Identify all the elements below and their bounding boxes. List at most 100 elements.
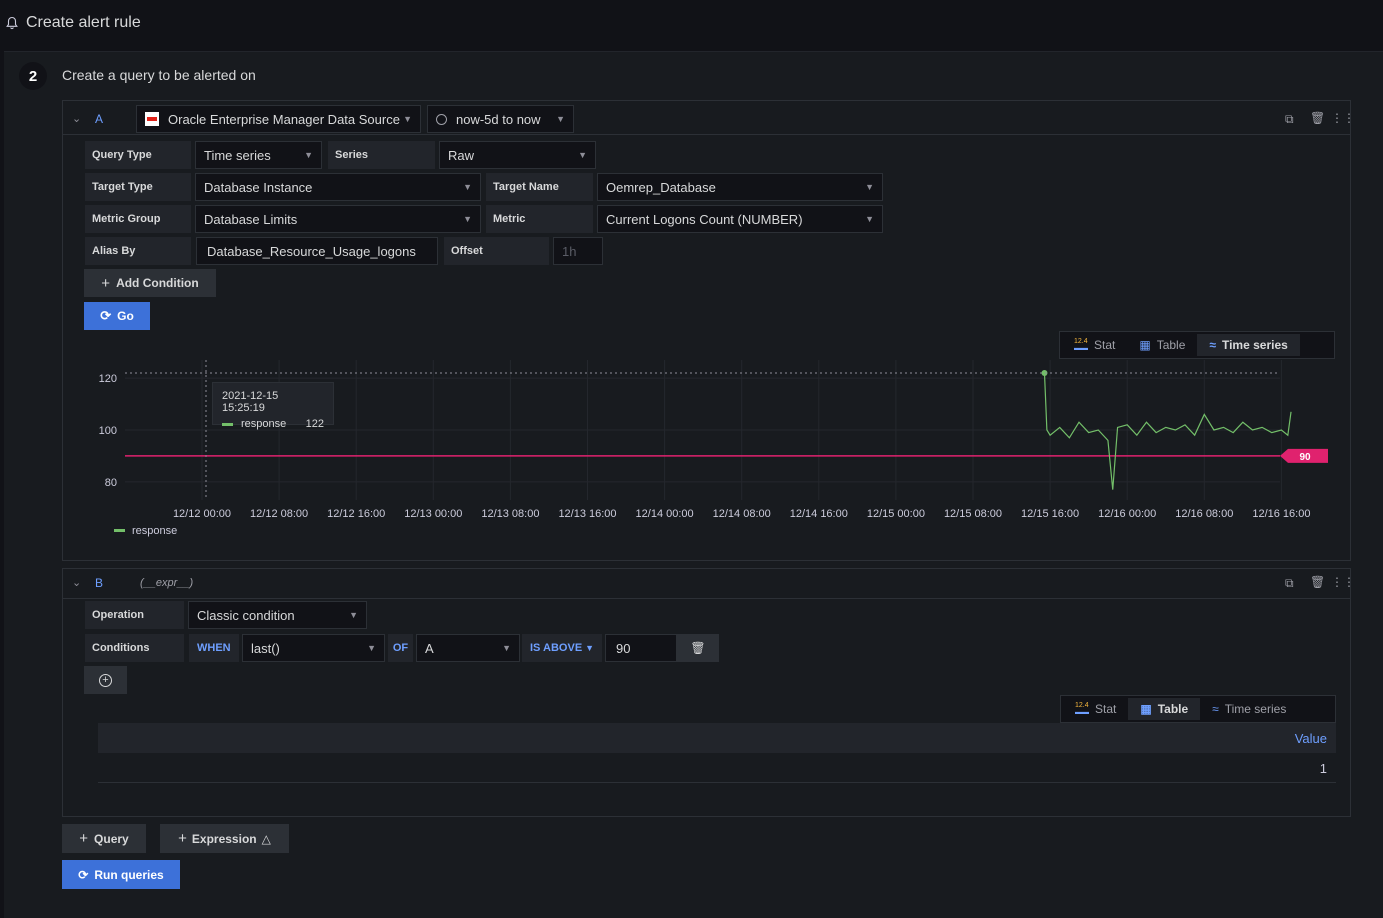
plus-icon: + [79, 830, 89, 847]
y-tick-label: 100 [99, 425, 117, 437]
metric-group-select[interactable]: Database Limits ▼ [195, 205, 481, 233]
viz-table-option[interactable]: ▦ Table [1127, 334, 1197, 356]
viz-timeseries-label: Time series [1221, 338, 1288, 352]
add-expression-button[interactable]: + Expression △ [160, 824, 289, 853]
hover-point [1041, 369, 1048, 376]
x-tick-label: 12/13 16:00 [558, 508, 616, 520]
operation-select[interactable]: Classic condition ▼ [188, 601, 367, 629]
offset-input[interactable]: 1h [553, 237, 603, 265]
add-query-label: Query [94, 831, 129, 846]
viz-stat-label: Stat [1095, 702, 1117, 716]
viz-table-option[interactable]: ▦ Table [1128, 698, 1201, 720]
target-name-value: Oemrep_Database [606, 179, 716, 195]
viz-stat-option[interactable]: 12.4 ▬▬ Stat [1063, 698, 1128, 720]
add-condition-circle-button[interactable]: + [84, 666, 127, 694]
operation-value: Classic condition [197, 607, 295, 623]
collapse-chevron-icon[interactable]: ⌄ [72, 577, 82, 589]
clock-icon [436, 113, 447, 125]
threshold-input[interactable]: 90 [605, 634, 677, 662]
chevron-down-icon: ▼ [349, 610, 358, 620]
duplicate-query-icon[interactable]: ⧉ [1285, 112, 1294, 126]
delete-expression-icon[interactable]: 🗑 [1310, 575, 1326, 589]
viz-timeseries-option[interactable]: ≈ Time series [1197, 334, 1300, 356]
x-tick-label: 12/12 08:00 [250, 508, 308, 520]
metric-label: Metric [486, 205, 593, 233]
delete-condition-button[interactable]: 🗑 [677, 634, 719, 662]
evaluator-value: IS ABOVE [530, 642, 583, 654]
plus-icon: + [101, 274, 111, 292]
result-table-header: Value [98, 723, 1336, 753]
duplicate-expression-icon[interactable]: ⧉ [1285, 576, 1294, 590]
delete-query-icon[interactable]: 🗑 [1310, 111, 1326, 125]
chevron-down-icon: ▼ [578, 150, 587, 160]
query-type-select[interactable]: Time series ▼ [195, 141, 322, 169]
when-label: WHEN [197, 642, 231, 654]
table-cell-value: 1 [1319, 760, 1327, 776]
table-icon: ▦ [1139, 338, 1151, 352]
legend-item-label: response [132, 525, 177, 537]
table-header-value[interactable]: Value [1294, 730, 1327, 746]
add-expression-label: Expression [191, 831, 257, 846]
target-name-select[interactable]: Oemrep_Database ▼ [597, 173, 883, 201]
table-row: 1 [98, 753, 1336, 783]
add-query-button[interactable]: + Query [62, 824, 146, 853]
evaluator-select[interactable]: IS ABOVE ▼ [522, 634, 602, 662]
chevron-down-icon: ▼ [865, 182, 874, 192]
add-condition-button[interactable]: + Add Condition [84, 269, 216, 297]
target-type-label: Target Type [85, 173, 191, 201]
stat-icon: 12.4 ▬▬ [1074, 338, 1088, 352]
time-series-chart: 12/12 00:00 12/12 08:00 12/12 16:00 12/13 0… [99, 360, 1328, 537]
tooltip-series-name: response [241, 418, 287, 430]
chevron-down-icon: ▼ [403, 114, 412, 124]
plus-icon: + [178, 830, 187, 847]
threshold-label: 90 [1299, 452, 1311, 463]
viz-table-label: Table [1156, 338, 1186, 352]
datasource-picker[interactable]: Oracle Enterprise Manager Data Source ▼ [136, 105, 421, 133]
target-type-value: Database Instance [204, 179, 313, 195]
chart-tooltip: 2021-12-15 15:25:19 response 122 [212, 382, 334, 430]
run-queries-label: Run queries [94, 867, 164, 882]
legend-swatch [114, 529, 125, 532]
run-queries-button[interactable]: ⟳ Run queries [62, 860, 180, 889]
query-ref-select[interactable]: A ▼ [416, 634, 520, 662]
threshold-marker [1280, 448, 1328, 463]
query-type-value: Time series [204, 147, 271, 163]
query-ref-value: A [425, 640, 434, 656]
drag-handle-icon[interactable]: ⋮⋮ [1331, 111, 1355, 125]
alias-by-value: Database_Resource_Usage_logons [207, 243, 416, 259]
query-b-header [63, 569, 1350, 599]
alias-by-input[interactable]: Database_Resource_Usage_logons [196, 237, 438, 265]
time-range-picker[interactable]: now-5d to now ▼ [427, 105, 574, 133]
reducer-select[interactable]: last() ▼ [242, 634, 385, 662]
oracle-logo-icon [145, 112, 159, 126]
time-range-value: now-5d to now [456, 111, 541, 127]
refresh-icon: ⟳ [78, 867, 89, 882]
chevron-down-icon: ▼ [367, 643, 376, 653]
datasource-name: Oracle Enterprise Manager Data Source [168, 111, 400, 127]
viz-stat-option[interactable]: 12.4 ▬▬ Stat [1062, 334, 1127, 356]
query-ref-id[interactable]: A [95, 112, 104, 126]
chevron-down-icon: ▼ [463, 182, 472, 192]
target-name-label: Target Name [486, 173, 593, 201]
series-select[interactable]: Raw ▼ [439, 141, 596, 169]
result-table: Value 1 [98, 723, 1336, 783]
viz-timeseries-option[interactable]: ≈ Time series [1200, 698, 1298, 720]
drag-handle-icon[interactable]: ⋮⋮ [1331, 575, 1355, 589]
timeseries-icon: ≈ [1212, 702, 1219, 716]
go-button[interactable]: ⟳ Go [84, 302, 150, 330]
metric-group-value: Database Limits [204, 211, 298, 227]
x-tick-label: 12/14 16:00 [790, 508, 848, 520]
x-tick-label: 12/16 16:00 [1252, 508, 1310, 520]
x-tick-label: 12/14 00:00 [636, 508, 694, 520]
collapse-chevron-icon[interactable]: ⌄ [72, 113, 82, 125]
target-type-select[interactable]: Database Instance ▼ [195, 173, 481, 201]
viz-picker-b: 12.4 ▬▬ Stat ▦ Table ≈ Time series [1060, 695, 1336, 723]
chevron-down-icon: ▼ [304, 150, 313, 160]
x-tick-label: 12/16 00:00 [1098, 508, 1156, 520]
query-type-label: Query Type [85, 141, 191, 169]
x-tick-label: 12/15 00:00 [867, 508, 925, 520]
expression-ref-id[interactable]: B [95, 576, 104, 590]
offset-label: Offset [444, 237, 549, 265]
metric-select[interactable]: Current Logons Count (NUMBER) ▼ [597, 205, 883, 233]
chevron-down-icon: ▼ [865, 214, 874, 224]
